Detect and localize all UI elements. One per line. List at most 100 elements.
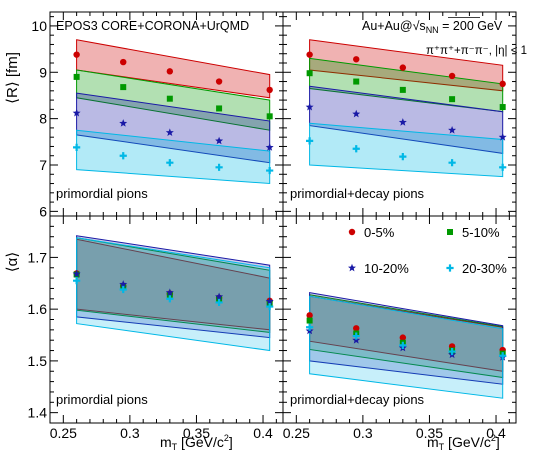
marker-tr-20-30%-0 [306, 137, 314, 145]
marker-tl-5-10%-4 [266, 113, 273, 120]
marker-tr-0-5%-3 [448, 72, 456, 80]
legend-label-20-30%: 20-30% [462, 261, 507, 276]
marker-bl-20-30%-4 [266, 302, 274, 311]
xtick-label: 0.35 [416, 425, 443, 441]
marker-br-10-20%-1 [352, 336, 361, 344]
marker-br-0-5%-0 [306, 312, 313, 319]
system-label: Au+Au@√sNN = 200 GeV [362, 19, 503, 35]
bands-layer [76, 39, 504, 399]
marker-tl-0-5%-1 [120, 58, 127, 66]
marker-br-20-30%-4 [499, 352, 507, 360]
ticks-tl: 6 7 8 9 10 [31, 12, 283, 219]
bands-br [309, 292, 504, 399]
marker-bl-5-10%-2 [166, 291, 173, 298]
marker-br-20-30%-2 [399, 341, 407, 349]
markers-tr [305, 51, 507, 171]
marker-br-20-30%-3 [448, 347, 456, 356]
xtick-label: 0.25 [50, 425, 77, 441]
panel-label-br: primordial+decay pions [290, 392, 425, 407]
marker-br-0-5%-2 [399, 334, 407, 341]
legend-marker-5-10% [447, 229, 453, 235]
ytick-label: 1.4 [28, 405, 48, 421]
ytick-label: 1.5 [28, 353, 48, 369]
marker-tl-10-20%-0 [72, 108, 81, 117]
marker-tr-20-30%-1 [352, 145, 360, 153]
marker-tl-0-5%-3 [215, 78, 223, 85]
markers-layer [72, 51, 507, 361]
marker-tl-20-30%-0 [73, 143, 81, 151]
panel-label-bl: primordial pions [56, 392, 148, 407]
ytick-label: 8 [39, 111, 47, 127]
xtick-label: 0.4 [486, 425, 506, 441]
marker-tr-20-30%-2 [399, 153, 407, 161]
ytick-label: 7 [39, 157, 47, 173]
legend: 0-5% 5-10% 10-20% 20-30% [348, 225, 507, 276]
ytick-label: 9 [39, 64, 47, 80]
marker-tr-5-10%-1 [353, 78, 360, 85]
marker-tl-20-30%-4 [266, 166, 274, 175]
marker-bl-20-30%-0 [73, 277, 81, 285]
marker-bl-20-30%-3 [215, 298, 223, 307]
panel-label-tr: primordial+decay pions [290, 186, 425, 201]
marker-bl-20-30%-2 [166, 295, 174, 303]
band-tl-20-30% [76, 129, 271, 185]
legend-label-0-5%: 0-5% [364, 225, 395, 240]
legend-marker-0-5% [348, 228, 356, 236]
ticks-br: 0.25 0.3 0.35 0.4 [283, 216, 516, 441]
marker-tr-5-10%-2 [399, 86, 406, 93]
ticks-bl: 1.4 1.5 1.6 1.7 0.25 0.3 0.35 0.4 [28, 216, 283, 441]
legend-label-5-10%: 5-10% [462, 225, 500, 240]
marker-tr-10-20%-2 [398, 118, 407, 126]
ytick-label: 10 [31, 18, 47, 34]
markers-br [305, 312, 507, 361]
panel-label-tl: primordial pions [56, 186, 148, 201]
marker-tr-0-5%-0 [306, 51, 313, 58]
marker-tl-0-5%-4 [266, 86, 273, 94]
marker-br-20-30%-1 [352, 332, 360, 340]
marker-tl-10-20%-4 [265, 143, 274, 151]
band-bl-20-30% [76, 237, 271, 352]
marker-tr-20-30%-3 [448, 159, 456, 167]
marker-tl-5-10%-1 [120, 84, 127, 91]
model-label: EPOS3 CORE+CORONA+UrQMD [56, 19, 249, 33]
legend-marker-10-20% [348, 263, 356, 272]
marker-tl-0-5%-2 [166, 68, 174, 75]
marker-tl-0-5%-0 [73, 51, 80, 58]
particles-label: π⁺π⁺+π⁻π⁻, |η| < 1 [426, 45, 527, 57]
marker-tr-0-5%-1 [353, 56, 360, 63]
xtick-label: 0.3 [353, 425, 373, 441]
marker-tl-10-20%-1 [119, 119, 128, 127]
markers-tl [72, 51, 274, 175]
marker-br-20-30%-0 [306, 323, 314, 331]
ytick-label: 1.6 [28, 301, 48, 317]
marker-tr-5-10%-4 [499, 104, 506, 111]
marker-tr-0-5%-2 [399, 64, 407, 71]
marker-bl-10-20%-0 [72, 269, 81, 278]
marker-tl-20-30%-3 [215, 163, 223, 171]
marker-tr-10-20%-3 [448, 126, 457, 134]
ticks-tr [283, 12, 516, 216]
ytick-label: 6 [39, 203, 47, 219]
marker-tl-5-10%-3 [216, 105, 223, 112]
marker-tr-10-20%-0 [305, 102, 314, 111]
xtick-label: 0.3 [120, 425, 140, 441]
marker-bl-10-20%-1 [119, 280, 128, 288]
marker-bl-20-30%-1 [119, 285, 127, 294]
marker-bl-10-20%-3 [215, 292, 224, 301]
xlabel-right: mT [GeV/c2] [427, 433, 500, 452]
xtick-label: 0.25 [283, 425, 310, 441]
sub-nn: NN [426, 25, 439, 35]
marker-tr-5-10%-0 [306, 70, 313, 77]
marker-tl-20-30%-1 [119, 152, 127, 160]
ytick-label: 1.7 [28, 249, 48, 265]
markers-bl [72, 269, 274, 311]
ylabel-top: ⟨R⟩ [fm] [4, 52, 21, 104]
xtick-label: 0.4 [253, 425, 273, 441]
bands-bl [76, 235, 271, 352]
xtick-label: 0.35 [183, 425, 210, 441]
marker-bl-10-20%-2 [165, 288, 174, 296]
marker-br-0-5%-1 [353, 325, 360, 332]
marker-tl-10-20%-3 [215, 136, 224, 145]
